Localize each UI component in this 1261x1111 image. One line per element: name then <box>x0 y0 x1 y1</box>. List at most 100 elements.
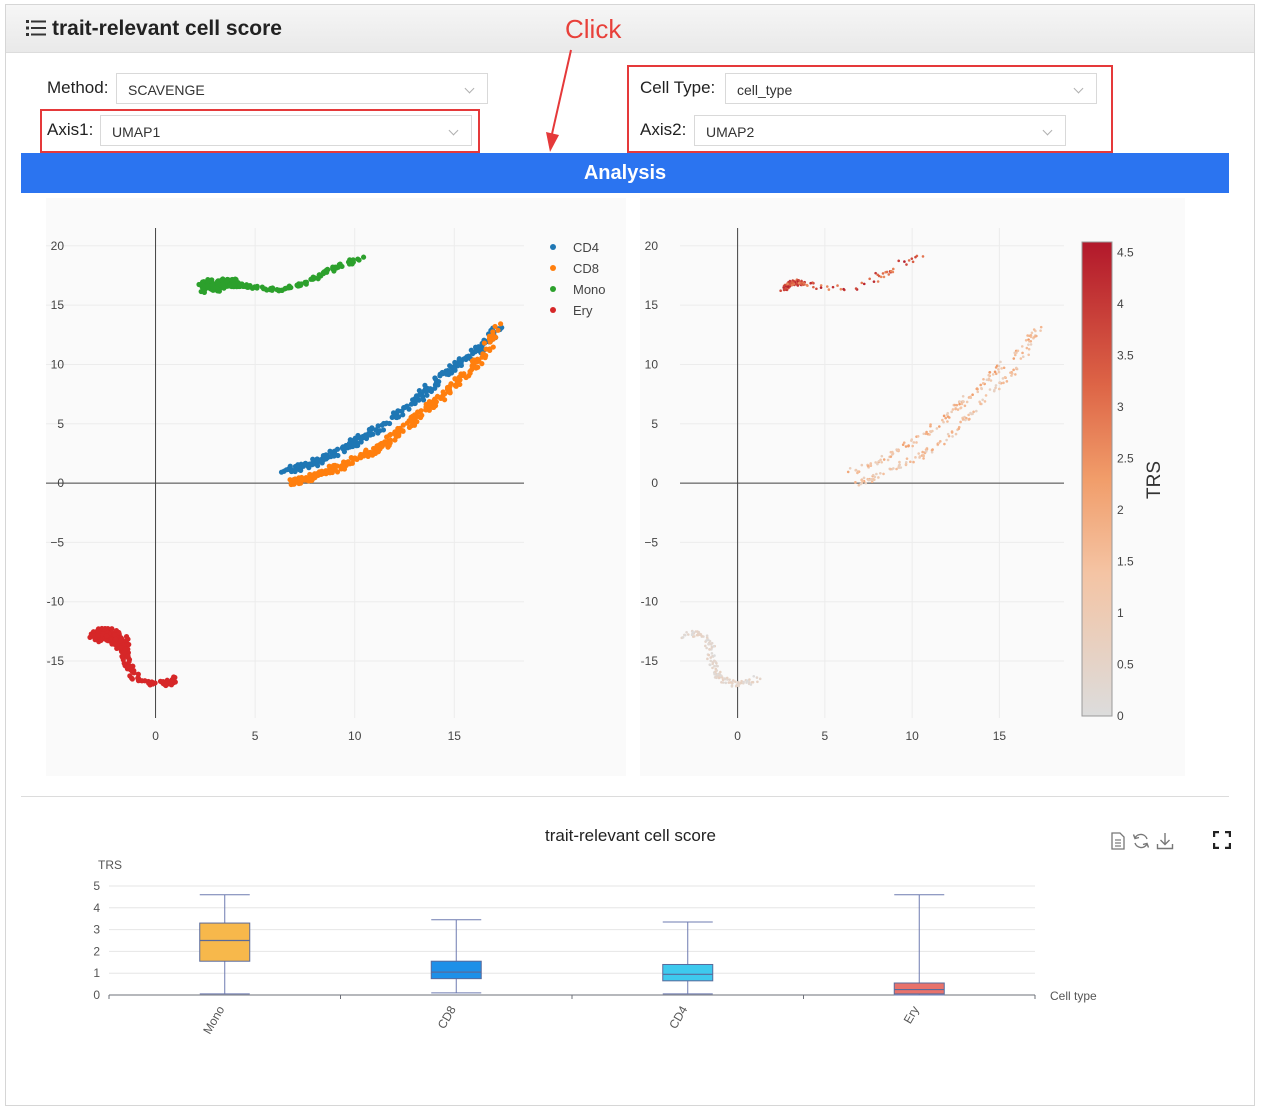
cell-type-select[interactable]: cell_type <box>725 73 1097 104</box>
point <box>432 385 438 391</box>
point <box>327 448 333 454</box>
point <box>1014 353 1017 357</box>
point <box>879 458 882 462</box>
point <box>998 387 1001 391</box>
y-tick-label: 10 <box>645 357 659 371</box>
point <box>708 663 712 667</box>
analysis-button[interactable]: Analysis <box>21 153 1229 193</box>
colorbar-tick-label: 2.5 <box>1117 451 1134 465</box>
point <box>786 285 790 288</box>
point <box>362 433 369 439</box>
box-mono[interactable] <box>199 894 251 995</box>
point <box>463 374 469 381</box>
point <box>683 633 687 637</box>
point <box>874 271 877 275</box>
point <box>386 442 392 449</box>
point <box>876 280 880 283</box>
point <box>492 323 498 330</box>
point <box>877 274 881 278</box>
point <box>714 660 717 664</box>
legend-marker-cd4 <box>550 244 556 250</box>
point <box>219 277 225 283</box>
point <box>827 288 831 291</box>
point <box>112 636 119 642</box>
method-select[interactable]: SCAVENGE <box>116 73 488 104</box>
point <box>800 279 803 283</box>
point <box>355 434 361 440</box>
point <box>109 626 115 632</box>
point <box>456 356 462 362</box>
point <box>479 361 485 367</box>
axis1-select[interactable]: UMAP1 <box>100 115 472 146</box>
box-ery[interactable] <box>893 894 945 996</box>
point <box>929 423 932 426</box>
y-tick-label: 0 <box>57 476 64 490</box>
trs-box-plot[interactable]: 0 1 2 3 4 5 TRS Cell type Mono CD8 CD4 Ery <box>80 850 1140 1060</box>
colorbar <box>1081 241 1113 717</box>
point <box>886 458 890 462</box>
y-tick-label: -15 <box>641 654 659 668</box>
point <box>941 418 944 422</box>
point <box>330 452 336 458</box>
fullscreen-icon[interactable] <box>1213 831 1231 849</box>
axis2-select[interactable]: UMAP2 <box>694 115 1066 146</box>
point <box>875 472 878 476</box>
point <box>1009 371 1012 374</box>
point <box>882 472 885 476</box>
point <box>356 257 362 263</box>
data-view-icon[interactable] <box>1110 832 1126 850</box>
point <box>351 442 357 448</box>
point <box>924 450 928 453</box>
box-cd4[interactable] <box>662 921 714 995</box>
trs-scatter-plot[interactable]: 0 5 10 15 20 15 10 5 0 −5 -10 -15 0 0.5 1 1.5 2 2.5 3 3.5 4 4… <box>640 198 1185 776</box>
point <box>917 452 920 455</box>
point <box>707 653 711 657</box>
point <box>729 681 732 684</box>
point <box>714 675 718 679</box>
point <box>1000 367 1003 370</box>
y-tick-label: 20 <box>645 239 659 253</box>
point <box>779 289 782 293</box>
point <box>458 360 464 366</box>
point <box>1029 343 1033 346</box>
point <box>417 392 423 398</box>
point <box>951 408 955 411</box>
point <box>1010 374 1013 377</box>
point <box>866 464 870 468</box>
point <box>339 445 346 451</box>
point <box>873 475 877 479</box>
point <box>340 463 346 469</box>
point <box>315 463 321 469</box>
download-icon[interactable] <box>1156 832 1174 850</box>
y-tick-label: −5 <box>644 535 658 549</box>
point <box>316 272 322 278</box>
y-tick-label: 15 <box>51 298 65 312</box>
click-annotation: Click <box>565 14 622 44</box>
point <box>469 358 475 364</box>
y-tick-label: 20 <box>51 239 65 253</box>
point <box>880 454 884 458</box>
cell-type-scatter-plot[interactable]: 0 5 10 15 20 15 10 5 0 −5 -10 -15 CD4 CD8 Mono Ery <box>46 198 626 776</box>
point <box>988 388 992 391</box>
point <box>339 263 345 270</box>
point <box>958 402 961 406</box>
point <box>710 641 714 645</box>
point <box>417 414 424 421</box>
point <box>310 456 316 462</box>
point <box>395 425 401 432</box>
point <box>848 466 852 470</box>
point <box>868 277 871 281</box>
point <box>797 281 801 285</box>
point <box>486 336 493 342</box>
point <box>912 460 915 464</box>
point <box>303 461 309 467</box>
point <box>292 467 299 473</box>
point <box>994 384 998 387</box>
x-tick-label: 15 <box>448 729 462 743</box>
box-cd8[interactable] <box>430 919 482 994</box>
refresh-icon[interactable] <box>1132 832 1150 850</box>
point <box>282 285 289 292</box>
point <box>426 407 432 413</box>
axis1-highlight <box>40 109 480 153</box>
point <box>984 394 988 397</box>
